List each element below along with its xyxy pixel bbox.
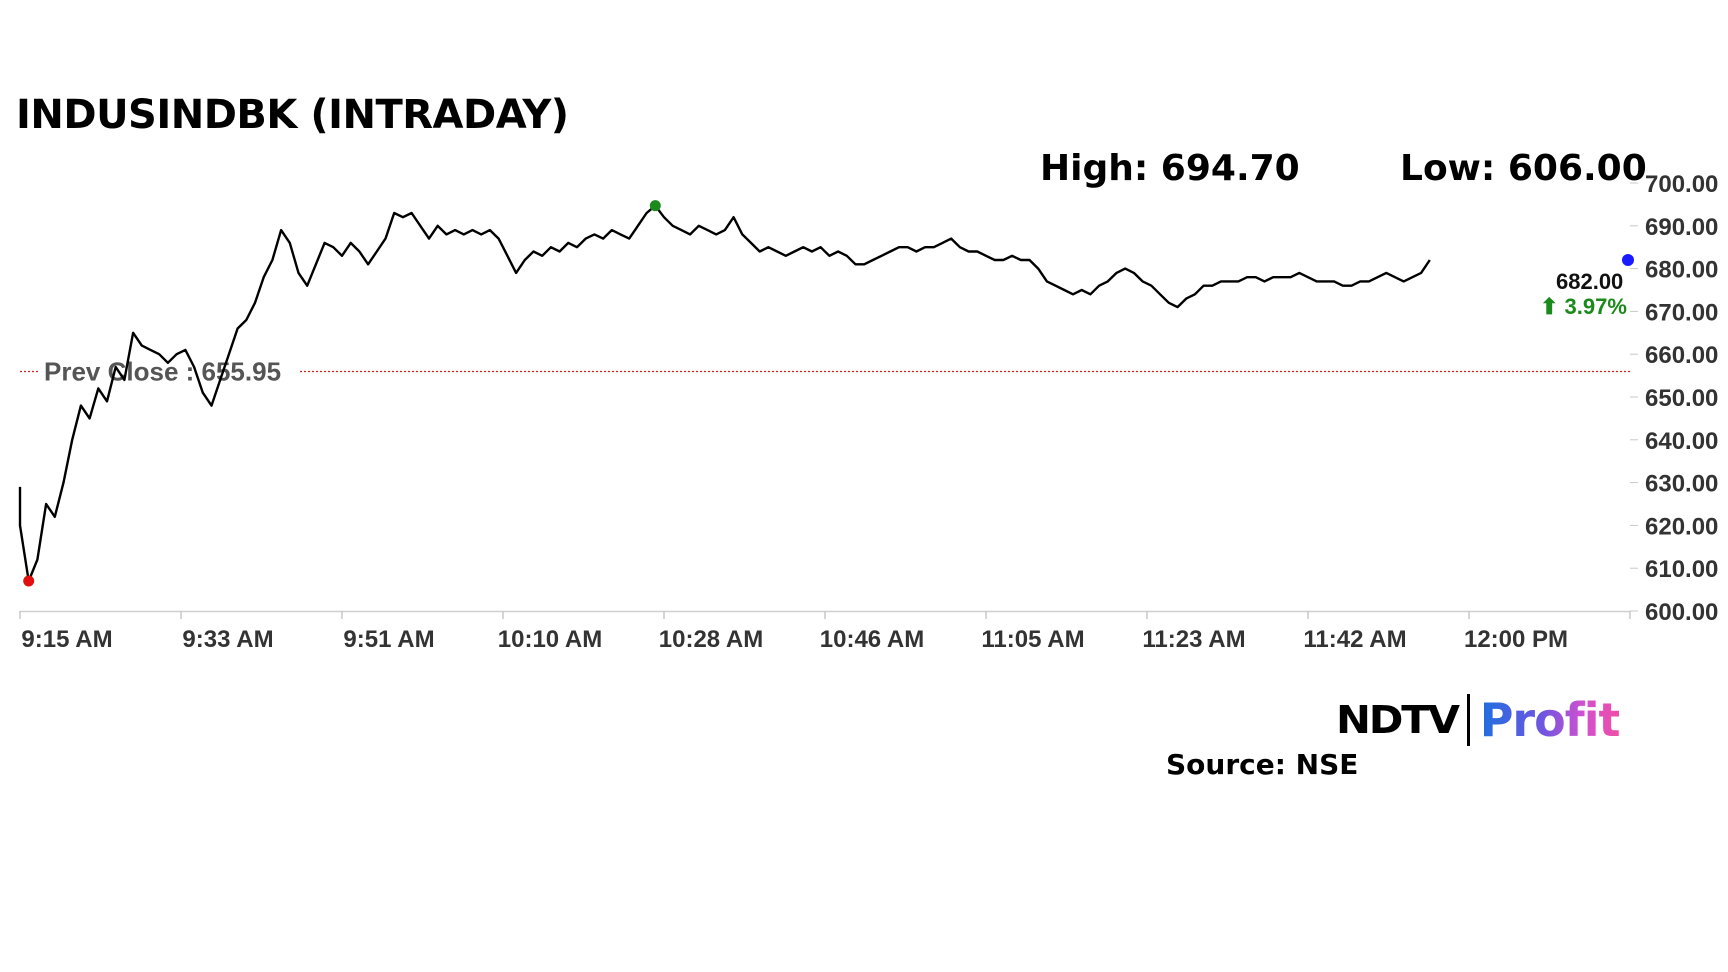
y-tick-label: 660.00 [1645, 342, 1718, 369]
y-tick-label: 630.00 [1645, 471, 1718, 498]
y-tick-label: 670.00 [1645, 299, 1718, 326]
x-tick-label: 11:05 AM [981, 626, 1084, 653]
last-price-marker [1622, 254, 1634, 267]
prev-close-label-bg [38, 355, 298, 388]
x-tick-label: 9:15 AM [21, 626, 112, 653]
x-tick-label: 10:28 AM [659, 626, 763, 653]
change-label: ⬆ 3.97% [1540, 294, 1627, 319]
x-tick-label: 11:42 AM [1303, 626, 1406, 653]
low-marker [23, 575, 35, 587]
high-marker [649, 200, 661, 212]
last-price-label: 682.00 [1556, 269, 1623, 294]
y-tick-label: 680.00 [1645, 257, 1718, 284]
source-label: Source: NSE [1166, 748, 1359, 781]
day-low-label: Low: 606.00 [1400, 148, 1647, 189]
y-tick-label: 610.00 [1645, 556, 1718, 583]
logo-divider [1466, 694, 1470, 746]
y-tick-label: 650.00 [1645, 385, 1718, 412]
price-line [18, 204, 1431, 583]
brand-profit: Profit [1479, 693, 1621, 747]
y-tick-label: 690.00 [1645, 214, 1718, 241]
x-tick-label: 12:00 PM [1464, 626, 1568, 653]
day-high-label: High: 694.70 [1040, 148, 1300, 189]
x-tick-label: 9:33 AM [182, 626, 273, 653]
y-tick-label: 700.00 [1645, 171, 1718, 198]
y-tick-label: 600.00 [1645, 599, 1718, 626]
ndtv-profit-logo: NDTV Profit [1336, 690, 1621, 750]
x-tick-label: 11:23 AM [1142, 626, 1245, 653]
x-tick-label: 9:51 AM [343, 626, 434, 653]
x-tick-label: 10:10 AM [498, 626, 602, 653]
y-tick-label: 620.00 [1645, 513, 1718, 540]
brand-ndtv: NDTV [1336, 698, 1460, 742]
y-tick-label: 640.00 [1645, 428, 1718, 455]
chart-title: INDUSINDBK (INTRADAY) [16, 92, 569, 138]
prev-close-label: Prev Close : 655.95 [44, 357, 281, 387]
x-tick-label: 10:46 AM [820, 626, 924, 653]
